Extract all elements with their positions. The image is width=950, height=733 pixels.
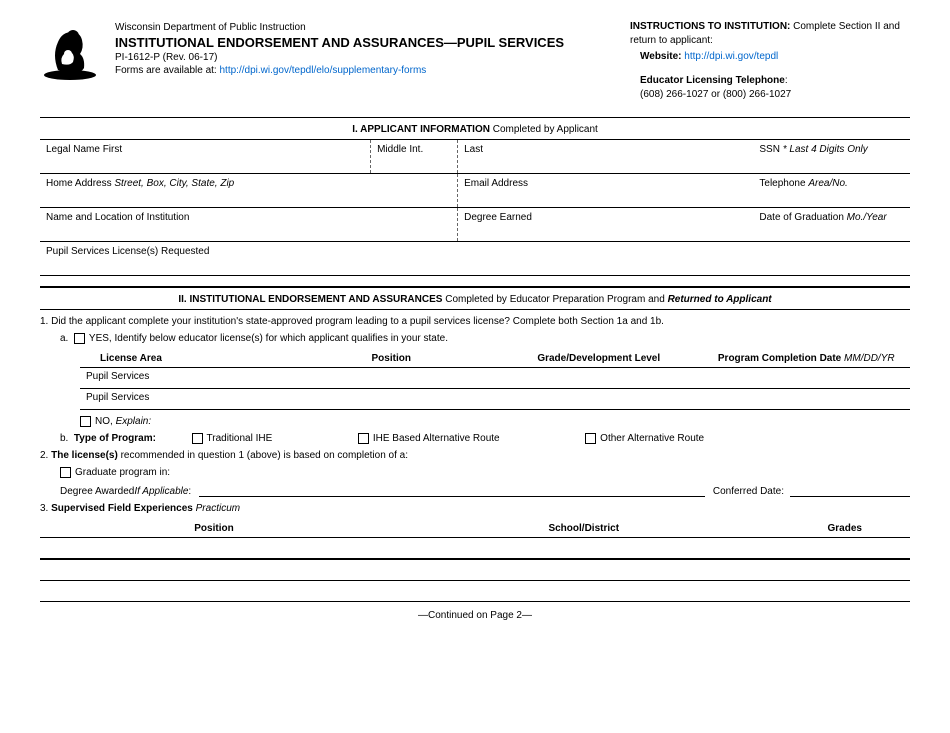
field-institution[interactable]: Name and Location of Institution xyxy=(40,208,458,242)
table-row[interactable]: Pupil Services xyxy=(80,389,910,410)
question-2-grad: Graduate program in: xyxy=(40,467,910,478)
forms-available: Forms are available at: http://dpi.wi.go… xyxy=(115,65,615,76)
field-licenses-requested[interactable]: Pupil Services License(s) Requested xyxy=(40,242,910,276)
checkbox-other-alt[interactable] xyxy=(585,433,596,444)
section2-heading: II. INSTITUTIONAL ENDORSEMENT AND ASSURA… xyxy=(40,288,910,310)
checkbox-graduate-program[interactable] xyxy=(60,467,71,478)
applicant-info-table: Legal Name First Middle Int. Last SSN * … xyxy=(40,140,910,276)
checkbox-no[interactable] xyxy=(80,416,91,427)
table-row[interactable]: Pupil Services xyxy=(80,368,910,389)
field-degree[interactable]: Degree Earned xyxy=(458,208,754,242)
field-grad-date[interactable]: Date of Graduation Mo./Year xyxy=(753,208,910,242)
table-row[interactable] xyxy=(40,559,910,581)
form-number: PI-1612-P (Rev. 06-17) xyxy=(115,52,615,63)
instructions-block: INSTRUCTIONS TO INSTITUTION: Complete Se… xyxy=(630,20,910,102)
question-1a-no: NO, Explain: xyxy=(40,416,910,427)
question-1a: a. YES, Identify below educator license(… xyxy=(40,333,910,344)
field-telephone[interactable]: Telephone Area/No. xyxy=(753,174,910,208)
degree-awarded-input[interactable] xyxy=(199,485,705,497)
checkbox-ihe-alt[interactable] xyxy=(358,433,369,444)
department-name: Wisconsin Department of Public Instructi… xyxy=(115,22,615,33)
conferred-date-input[interactable] xyxy=(790,485,910,497)
question-3: 3. Supervised Field Experiences Practicu… xyxy=(40,503,910,514)
form-title: INSTITUTIONAL ENDORSEMENT AND ASSURANCES… xyxy=(115,35,615,50)
field-experience-table: Position School/District Grades xyxy=(40,520,910,602)
phone-text: (608) 266-1027 or (800) 266-1027 xyxy=(630,88,910,102)
checkbox-yes[interactable] xyxy=(74,333,85,344)
field-last-name[interactable]: Last xyxy=(458,140,754,174)
section1-heading: I. APPLICANT INFORMATION Completed by Ap… xyxy=(40,118,910,140)
license-table: License Area Position Grade/Development … xyxy=(80,350,910,410)
website-link[interactable]: http://dpi.wi.gov/tepdl xyxy=(684,51,778,62)
question-1: 1. Did the applicant complete your insti… xyxy=(40,316,910,327)
question-2: 2. The license(s) recommended in questio… xyxy=(40,450,910,461)
question-1b: b. Type of Program: Traditional IHE IHE … xyxy=(40,433,910,444)
field-middle-int[interactable]: Middle Int. xyxy=(371,140,458,174)
form-header: Wisconsin Department of Public Instructi… xyxy=(40,20,910,102)
continued-footer: —Continued on Page 2— xyxy=(40,610,910,621)
dpi-logo xyxy=(40,20,100,80)
checkbox-traditional-ihe[interactable] xyxy=(192,433,203,444)
field-home-address[interactable]: Home Address Street, Box, City, State, Z… xyxy=(40,174,458,208)
table-row[interactable] xyxy=(40,580,910,601)
forms-url-link[interactable]: http://dpi.wi.gov/tepdl/elo/supplementar… xyxy=(220,65,427,76)
field-ssn[interactable]: SSN * Last 4 Digits Only xyxy=(753,140,910,174)
field-first-name[interactable]: Legal Name First xyxy=(40,140,371,174)
table-row[interactable] xyxy=(40,537,910,559)
question-2-degree-line: Degree Awarded If Applicable: Conferred … xyxy=(40,485,910,497)
field-email[interactable]: Email Address xyxy=(458,174,754,208)
